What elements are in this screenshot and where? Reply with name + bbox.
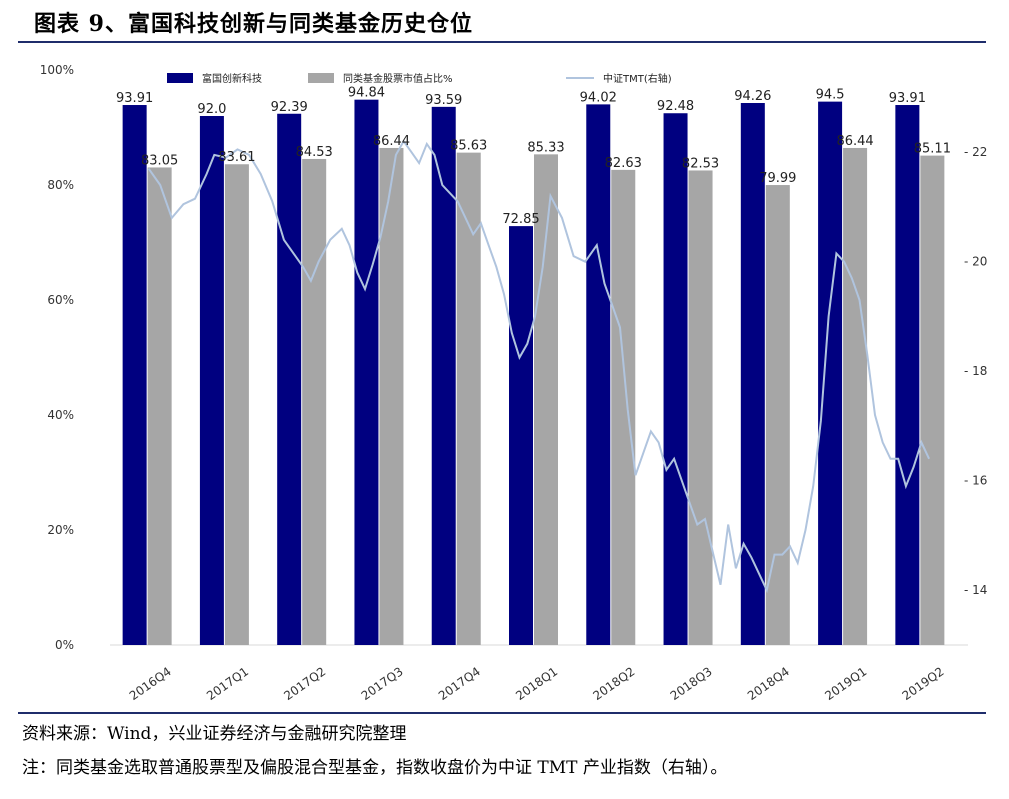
peer-bar	[379, 147, 404, 645]
peer-bar-label: 84.53	[296, 145, 333, 160]
y-right-tick-label: - 20	[964, 255, 987, 269]
x-tick-label: 2018Q4	[745, 664, 792, 703]
peer-bar-label: 83.05	[141, 153, 178, 168]
fund-bar-label: 93.91	[116, 91, 153, 106]
peer-bar	[843, 147, 868, 645]
fund-bar-label: 92.0	[197, 102, 226, 117]
peer-bar	[456, 152, 481, 645]
peer-bar-label: 85.33	[527, 140, 564, 155]
legend-index-label: 中证TMT(右轴)	[603, 72, 672, 85]
y-right-tick-label: - 18	[964, 364, 987, 378]
x-tick-label: 2017Q2	[281, 664, 328, 703]
x-tick-label: 2019Q2	[900, 664, 947, 703]
chart-bars	[122, 99, 945, 646]
x-tick-label: 2019Q1	[822, 664, 869, 703]
peer-bar	[920, 155, 945, 645]
y-left-tick-label: 60%	[47, 293, 74, 307]
legend-peer-swatch	[308, 73, 334, 83]
fund-bar	[277, 113, 302, 645]
footnote: 注：同类基金选取普通股票型及偏股混合型基金，指数收盘价为中证 TMT 产业指数（…	[22, 758, 728, 778]
peer-bar	[302, 158, 327, 645]
fund-bar-label: 92.48	[657, 99, 694, 114]
peer-bar-label: 82.53	[682, 156, 719, 171]
y-left-tick-label: 0%	[55, 638, 74, 652]
fund-bar-label: 92.39	[271, 100, 308, 115]
fund-bar	[509, 226, 533, 646]
fund-bar	[199, 116, 224, 645]
tmt-index-line	[147, 139, 931, 594]
y-right-tick-label: - 14	[964, 583, 987, 597]
footer-rule	[18, 712, 986, 714]
peer-bar-label: 85.63	[450, 139, 487, 154]
peer-bar-label: 79.99	[759, 171, 796, 186]
fund-bar-label: 72.85	[502, 212, 539, 227]
peer-bar-label: 85.11	[914, 142, 951, 157]
fund-bar	[431, 106, 456, 646]
fund-bar-label: 94.84	[348, 86, 385, 101]
peer-bar-label: 83.61	[218, 150, 255, 165]
x-tick-label: 2018Q2	[590, 664, 637, 703]
fund-bar-label: 93.59	[425, 93, 462, 108]
y-left-tick-label: 20%	[47, 523, 74, 537]
peer-bar	[224, 164, 249, 645]
chart-legend: 富国创新科技 同类基金股票市值占比% 中证TMT(右轴)	[167, 72, 672, 85]
peer-bar	[688, 170, 713, 645]
fund-bar	[586, 104, 611, 645]
y-left-tick-label: 80%	[47, 178, 74, 192]
position-chart: 0% 20% 40% 60% 80% 100% - 14 - 16 - 18 - 20 - 22 20…	[40, 63, 988, 703]
fund-bar	[122, 105, 147, 645]
x-tick-label: 2017Q4	[436, 664, 483, 703]
source-note: 资料来源：Wind，兴业证券经济与金融研究院整理	[22, 724, 407, 744]
fund-bar	[818, 101, 843, 645]
peer-bar	[611, 169, 636, 645]
fund-bar-label: 93.91	[889, 91, 926, 106]
peer-bar-label: 86.44	[836, 134, 873, 149]
y-left-tick-label: 100%	[40, 63, 74, 77]
y-right-tick-label: - 16	[964, 474, 987, 488]
fund-bar-label: 94.02	[580, 90, 617, 105]
fund-bar	[663, 113, 688, 646]
legend-fund-swatch	[167, 73, 193, 83]
chart-line	[147, 139, 931, 594]
legend-fund-label: 富国创新科技	[202, 72, 262, 85]
fund-bar	[895, 105, 920, 645]
x-tick-label: 2017Q1	[204, 664, 251, 703]
peer-bar	[765, 185, 790, 645]
page-title: 图表 9、富国科技创新与同类基金历史仓位	[34, 11, 473, 37]
x-tick-label: 2018Q3	[668, 664, 715, 703]
fund-bar	[740, 103, 765, 645]
x-tick-label: 2016Q4	[127, 664, 174, 703]
x-tick-label: 2018Q1	[513, 664, 560, 703]
legend-peer-label: 同类基金股票市值占比%	[343, 72, 453, 85]
chart-data-labels: 93.91 83.05 92.0 83.61 92.39 84.53 94.84 86.44 9…	[116, 86, 951, 227]
fund-bar	[354, 99, 379, 646]
peer-bar-label: 86.44	[373, 134, 410, 149]
x-tick-label: 2017Q3	[359, 664, 406, 703]
fund-bar-label: 94.26	[734, 89, 771, 104]
y-right-tick-label: - 22	[964, 145, 987, 159]
y-left-tick-label: 40%	[47, 408, 74, 422]
peer-bar-label: 82.63	[605, 156, 642, 171]
peer-bar	[147, 167, 172, 645]
title-rule	[18, 41, 986, 43]
fund-bar-label: 94.5	[816, 88, 845, 103]
